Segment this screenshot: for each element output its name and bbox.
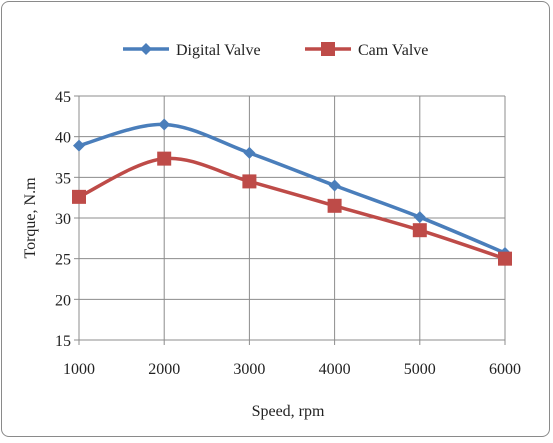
legend-item-1: Digital Valve: [123, 42, 261, 59]
data-point-square: [157, 151, 172, 166]
data-point-diamond: [243, 146, 256, 159]
legend-marker: [321, 42, 335, 56]
series-2: [72, 151, 512, 266]
axes: 15 20 25 30 35 40 45 1000 2000 3000 4000 5000 6000: [55, 89, 521, 378]
series-line: [78, 156, 506, 261]
data-point-diamond: [413, 211, 426, 224]
legend: Digital Valve Cam Valve: [123, 42, 428, 59]
x-tick-label: 5000: [404, 361, 436, 378]
series-layer: [72, 118, 512, 266]
data-point-diamond: [73, 139, 85, 152]
y-axis-label: Torque, N.m: [22, 177, 39, 259]
line-chart: 15 20 25 30 35 40 45 1000 2000 3000 4000 5000 6000 D…: [22, 42, 521, 420]
y-tick-label: 15: [55, 333, 71, 350]
legend-marker: [140, 43, 152, 55]
x-tick-label: 1000: [63, 361, 95, 378]
y-tick-label: 25: [55, 252, 71, 269]
data-point-square: [72, 189, 86, 204]
x-tick-label: 4000: [319, 361, 351, 378]
legend-label: Cam Valve: [358, 42, 428, 59]
y-tick-label: 40: [55, 130, 71, 147]
data-point-diamond: [158, 118, 171, 131]
series-line: [78, 122, 506, 255]
x-tick-label: 3000: [233, 361, 265, 378]
chart-frame: 15 20 25 30 35 40 45 1000 2000 3000 4000 5000 6000 D…: [1, 1, 550, 437]
y-tick-label: 30: [55, 211, 71, 228]
x-tick-label: 6000: [489, 361, 521, 378]
data-point-diamond: [328, 179, 341, 192]
gridlines: [78, 95, 506, 341]
y-tick-label: 35: [55, 170, 71, 187]
data-point-square: [412, 223, 427, 238]
data-point-square: [498, 251, 512, 266]
y-tick-label: 45: [55, 89, 71, 106]
legend-item-2: Cam Valve: [305, 42, 428, 59]
x-axis-label: Speed, rpm: [252, 403, 325, 420]
legend-label: Digital Valve: [176, 42, 261, 59]
data-point-square: [242, 174, 257, 189]
x-tick-label: 2000: [148, 361, 180, 378]
y-tick-label: 20: [55, 292, 71, 309]
data-point-square: [327, 198, 342, 213]
